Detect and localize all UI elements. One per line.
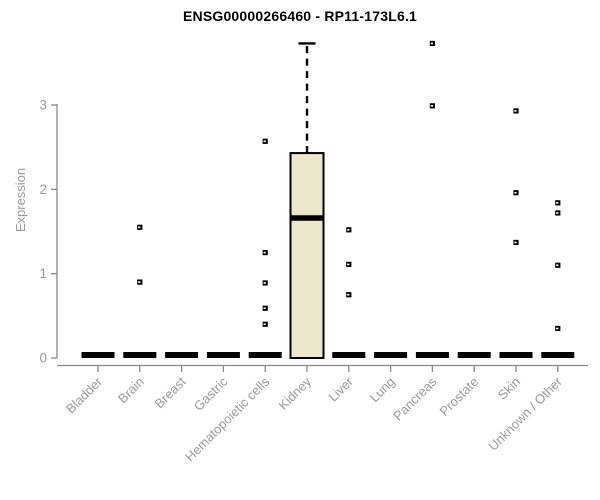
- zero-median-bar: [415, 352, 449, 358]
- x-tick-label: Pancreas: [390, 374, 440, 424]
- outlier-point-center: [514, 110, 517, 112]
- zero-median-bar: [457, 352, 491, 358]
- y-tick-label: 1: [39, 266, 47, 281]
- y-tick-label: 2: [39, 182, 47, 197]
- x-tick-label: Gastric: [191, 374, 231, 414]
- x-tick-label: Skin: [495, 374, 523, 402]
- outlier-point-center: [430, 42, 433, 45]
- outlier-point-center: [556, 212, 559, 214]
- outlier-point-center: [430, 105, 433, 107]
- outlier-point-center: [556, 264, 559, 267]
- zero-median-bar: [499, 352, 533, 358]
- x-tick-label: Liver: [325, 374, 356, 405]
- zero-median-bar: [374, 352, 408, 358]
- outlier-point-center: [556, 202, 559, 204]
- x-tick-label: Prostate: [436, 374, 481, 419]
- outlier-point-center: [138, 281, 141, 283]
- x-tick-label: Breast: [152, 374, 189, 411]
- y-tick-label: 3: [39, 98, 47, 113]
- outlier-point-center: [263, 251, 266, 254]
- outlier-point-center: [514, 241, 517, 244]
- zero-median-bar: [81, 352, 115, 358]
- outlier-point-center: [556, 327, 559, 330]
- x-tick-label: Brain: [115, 374, 147, 406]
- zero-median-bar: [248, 352, 282, 358]
- outlier-point-center: [263, 307, 266, 310]
- outlier-point-center: [263, 140, 266, 143]
- outlier-point-center: [138, 226, 141, 229]
- outlier-point-center: [347, 293, 350, 296]
- x-tick-label: Lung: [367, 374, 398, 405]
- zero-median-bar: [123, 352, 157, 358]
- median-line: [289, 215, 325, 221]
- box: [289, 152, 325, 359]
- zero-median-bar: [165, 352, 199, 358]
- outlier-point-center: [514, 191, 517, 194]
- outlier-point-center: [347, 263, 350, 266]
- outlier-point-center: [263, 323, 266, 326]
- zero-median-bar: [332, 352, 366, 358]
- chart-title: ENSG00000266460 - RP11-173L6.1: [182, 8, 418, 24]
- y-tick-label: 0: [39, 351, 47, 366]
- x-tick-label: Unknown / Other: [485, 374, 565, 454]
- x-tick-label: Bladder: [63, 374, 106, 417]
- zero-median-bar: [206, 352, 240, 358]
- x-tick-label: Kidney: [275, 374, 314, 413]
- outlier-point-center: [347, 229, 350, 231]
- zero-median-bar: [541, 352, 575, 358]
- outlier-point-center: [263, 282, 266, 284]
